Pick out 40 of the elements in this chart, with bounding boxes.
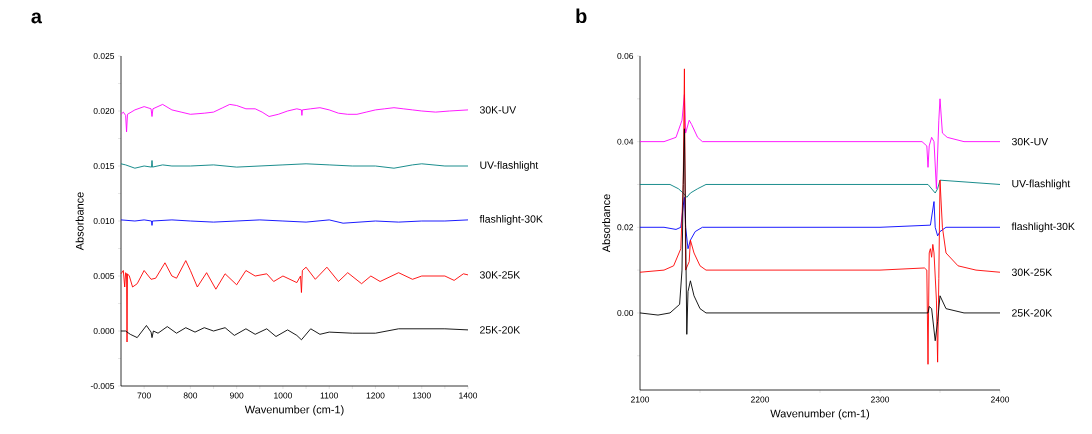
y-axis-title: Absorbance <box>75 192 84 251</box>
x-tick-label: 2400 <box>991 396 1010 403</box>
x-axis-title: Wavenumber (cm-1) <box>244 405 344 416</box>
series-label: UV-flashlight <box>1012 179 1071 190</box>
y-tick-label: 0.020 <box>93 108 115 114</box>
x-tick-label: 2300 <box>871 396 890 403</box>
x-tick-label: 2100 <box>631 396 650 403</box>
y-tick-label: 0.02 <box>617 224 634 231</box>
series-label: 30K-25K <box>479 271 521 279</box>
x-tick-label: 900 <box>229 392 244 399</box>
y-tick-label: 0.04 <box>617 138 634 145</box>
series-label: flashlight-30K <box>479 215 543 225</box>
y-tick-label: 0.000 <box>93 328 115 334</box>
series-label: 25K-20K <box>1012 309 1053 317</box>
x-tick-label: 1100 <box>320 392 338 399</box>
series-label: 30K-UV <box>479 106 517 114</box>
x-tick-label: 800 <box>183 392 198 399</box>
x-tick-label: 700 <box>137 392 151 399</box>
x-tick-label: 1200 <box>366 392 385 399</box>
y-tick-label: 0.015 <box>93 163 115 169</box>
x-tick-label: 1000 <box>274 392 293 399</box>
series-label: flashlight-30K <box>1011 222 1075 233</box>
series-label: 30K-UV <box>1011 137 1049 146</box>
y-axis-title: Absorbance <box>602 194 611 253</box>
x-tick-label: 1400 <box>459 392 478 399</box>
series-label: 25K-20K <box>480 326 521 334</box>
chart-title: a <box>31 12 43 24</box>
series-label: UV-flashlight <box>480 161 539 171</box>
y-tick-label: 0.00 <box>617 309 634 316</box>
y-tick-label: 0.025 <box>93 53 115 59</box>
chart-title: b <box>576 8 587 24</box>
y-tick-label: 0.06 <box>617 53 634 59</box>
x-tick-label: 1300 <box>412 392 431 399</box>
x-axis-title: Wavenumber (cm-1) <box>770 409 870 420</box>
line-series <box>120 103 469 133</box>
y-tick-label: 0.010 <box>93 218 115 224</box>
y-tick-label: -0.005 <box>90 383 115 389</box>
x-tick-label: 2200 <box>751 396 770 403</box>
series-label: 30K-25K <box>1011 268 1053 276</box>
y-tick-label: 0.005 <box>93 273 115 279</box>
